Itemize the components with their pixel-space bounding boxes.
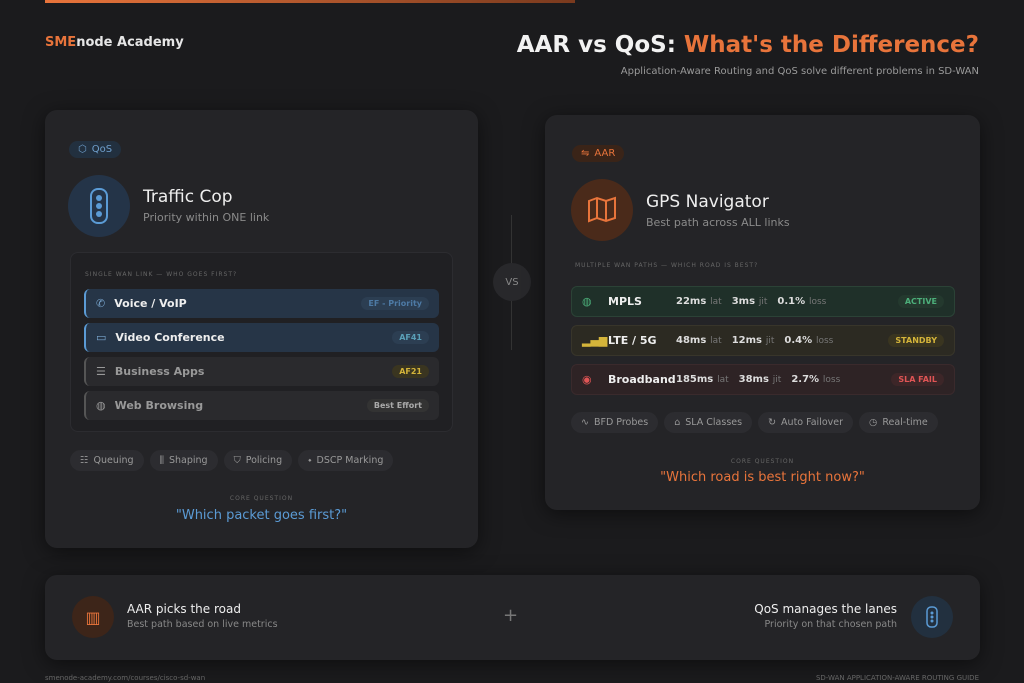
aar-card: ⇋ AAR GPS Navigator Best path across ALL l… — [545, 115, 980, 510]
chip-shaping: ⫼ Shaping — [149, 450, 218, 471]
qos-title: Traffic Cop — [143, 187, 233, 207]
globe-icon: ◍ — [582, 295, 592, 308]
status-badge: ACTIVE — [897, 295, 944, 308]
qos-subtitle: Priority within ONE link — [143, 211, 270, 224]
qos-summary-title: QoS manages the lanes — [754, 602, 897, 616]
status-badge: SLA FAIL — [891, 373, 944, 386]
queue-row: ▭ Video Conference AF41 — [84, 323, 439, 352]
globe-icon: ◍ — [96, 399, 106, 412]
vs-badge: VS — [493, 263, 531, 301]
page-title: AAR vs QoS: What's the Difference? — [516, 32, 979, 58]
page-subtitle: Application-Aware Routing and QoS solve … — [620, 66, 979, 77]
core-label: CORE QUESTION — [730, 458, 795, 465]
section-label: MULTIPLE WAN PATHS — WHICH ROAD IS BEST? — [575, 262, 759, 269]
core-label: CORE QUESTION — [229, 495, 294, 502]
section-label: SINGLE WAN LINK — WHO GOES FIRST? — [85, 271, 238, 278]
aar-summary-title: AAR picks the road — [127, 602, 241, 616]
chip-queuing: ☷ Queuing — [70, 450, 144, 471]
path-row-mpls: ◍ MPLS 22ms lat 3ms jit 0.1% loss ACTIVE — [571, 286, 955, 317]
core-question: "Which packet goes first?" — [175, 508, 348, 523]
shield-icon: ⬡ — [78, 144, 87, 155]
database-icon: ☰ — [96, 365, 106, 378]
video-icon: ▭ — [96, 331, 107, 344]
footer-guide: SD-WAN APPLICATION-AWARE ROUTING GUIDE — [815, 674, 979, 682]
chip-policing: ⛉ Policing — [223, 450, 293, 471]
brand-logo: SMEnode Academy — [45, 35, 184, 50]
queue-row: ✆ Voice / VoIP EF - Priority — [84, 289, 439, 318]
chip-bfd: ∿ BFD Probes — [571, 412, 659, 433]
plus-icon: + — [503, 605, 519, 626]
traffic-light-icon — [68, 175, 130, 237]
qos-summary-sub: Priority on that chosen path — [764, 619, 898, 630]
globe-icon: ◉ — [582, 373, 592, 386]
aar-title: GPS Navigator — [646, 192, 769, 212]
status-badge: STANDBY — [888, 334, 944, 347]
qos-badge: ⬡ QoS — [69, 141, 122, 158]
queue-row: ◍ Web Browsing Best Effort — [84, 391, 439, 420]
chip-dscp: ⬩ DSCP Marking — [298, 450, 394, 471]
map-icon: ▥ — [72, 596, 114, 638]
aar-subtitle: Best path across ALL links — [646, 216, 790, 229]
chip-failover: ↻ Auto Failover — [758, 412, 854, 433]
footer-url: smenode-academy.com/courses/cisco-sd-wan — [45, 674, 206, 682]
chip-realtime: ◷ Real-time — [859, 412, 938, 433]
chip-sla: ⌂ SLA Classes — [664, 412, 753, 433]
qos-card: ⬡ QoS Traffic Cop Priority within ONE link… — [45, 110, 478, 548]
signal-icon: ▂▄▆ — [582, 334, 608, 347]
queue-row: ☰ Business Apps AF21 — [84, 357, 439, 386]
map-icon — [571, 179, 633, 241]
route-icon: ⇋ — [581, 148, 590, 159]
aar-summary-sub: Best path based on live metrics — [127, 619, 278, 630]
aar-badge: ⇋ AAR — [572, 145, 625, 162]
path-row-broadband: ◉ Broadband 185ms lat 38ms jit 2.7% loss SL… — [571, 364, 955, 395]
queue-panel: SINGLE WAN LINK — WHO GOES FIRST? ✆ Voice… — [70, 252, 453, 432]
traffic-light-icon — [911, 596, 953, 638]
path-row-lte: ▂▄▆ LTE / 5G 48ms lat 12ms jit 0.4% loss ST… — [571, 325, 955, 356]
phone-icon: ✆ — [96, 297, 106, 310]
summary-bar: ▥ AAR picks the road Best path based on l… — [45, 575, 980, 660]
core-question: "Which road is best right now?" — [660, 470, 865, 485]
top-accent-line — [45, 0, 575, 3]
